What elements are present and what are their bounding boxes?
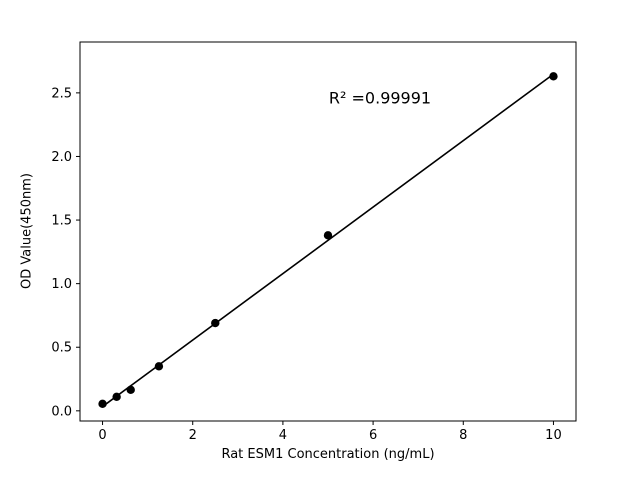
data-point	[154, 362, 164, 371]
y-tick-label: 1.0	[51, 277, 72, 292]
y-tick-label: 2.0	[51, 150, 72, 165]
y-axis-label: OD Value(450nm)	[19, 173, 35, 289]
y-tick-label: 0.0	[51, 404, 72, 419]
y-tick-label: 0.5	[51, 341, 72, 356]
x-tick-label: 8	[459, 428, 467, 443]
axis-frame	[79, 41, 577, 422]
data-point	[126, 385, 135, 395]
y-tick-label: 2.5	[51, 86, 72, 101]
x-tick-label: 4	[279, 428, 287, 443]
x-axis-label: Rat ESM1 Concentration (ng/mL)	[221, 447, 435, 462]
x-tick-label: 10	[545, 428, 562, 443]
x-tick-label: 0	[98, 428, 106, 443]
data-point	[549, 72, 558, 81]
data-point	[98, 399, 107, 409]
y-tick-label: 1.5	[51, 214, 72, 229]
x-tick-label: 6	[369, 428, 377, 443]
data-point	[323, 231, 333, 240]
data-point	[211, 318, 220, 328]
x-tick-label: 2	[189, 428, 197, 443]
r-squared-annotation: R² =0.99991	[328, 88, 432, 108]
data-point	[112, 392, 121, 402]
fit-line	[102, 73, 554, 408]
